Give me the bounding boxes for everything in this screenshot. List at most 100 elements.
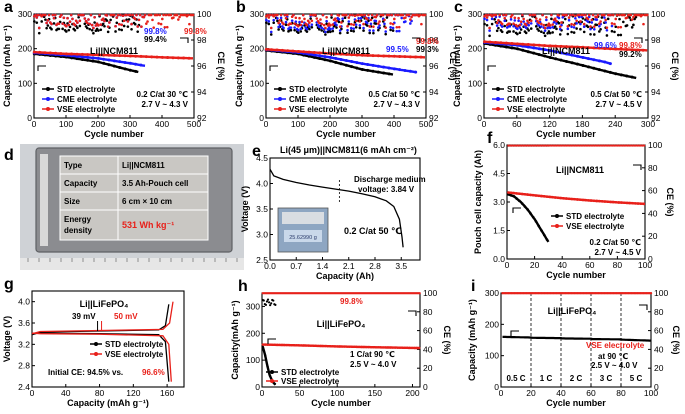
capacity-point <box>597 68 601 72</box>
ce-point <box>298 20 301 24</box>
ce-point <box>305 30 309 33</box>
x-tick-label: 0 <box>482 119 487 129</box>
ce-point <box>45 21 48 25</box>
capacity-point <box>80 55 84 59</box>
capacity-point <box>96 60 100 64</box>
rate-label: 0.5 C <box>506 374 525 383</box>
capacity-line-std <box>261 346 277 386</box>
ce-point <box>574 17 577 20</box>
x-tick-label: 20 <box>526 388 536 398</box>
capacity-point <box>344 59 348 63</box>
capacity-point <box>625 74 629 78</box>
legend-entry: STD electrolyte <box>57 85 116 94</box>
ce-point <box>351 13 354 17</box>
capacity-point <box>556 196 560 200</box>
capacity-point <box>575 62 579 66</box>
capacity-point <box>339 62 343 66</box>
ce-point <box>490 22 494 26</box>
x-tick-label: 500 <box>419 119 433 129</box>
ce-point <box>131 13 135 17</box>
ce-point <box>165 25 169 29</box>
ce-point <box>276 17 279 20</box>
ce-point <box>65 30 68 33</box>
y2-axis-label: CE (%) <box>665 188 675 217</box>
capacity-point <box>355 61 359 65</box>
ce-point <box>99 23 103 26</box>
ce-point <box>493 18 496 21</box>
annotation: voltage: 3.84 V <box>358 185 415 194</box>
capacity-point <box>642 202 645 206</box>
capacity-point <box>408 69 412 73</box>
capacity-point <box>107 58 111 62</box>
ce-point <box>331 27 335 30</box>
capacity-point <box>328 55 332 59</box>
ce-point <box>545 15 548 19</box>
ce-point <box>69 13 73 17</box>
y-tick-label: 3.5 <box>256 204 268 214</box>
ce-point <box>317 21 321 25</box>
ce-point <box>62 16 66 20</box>
ce-point <box>394 13 397 17</box>
capacity-point <box>526 208 529 211</box>
ce-point <box>623 144 626 147</box>
y2-tick-label: 20 <box>423 363 433 373</box>
capacity-point <box>91 56 95 60</box>
capacity-point <box>603 200 607 203</box>
x-tick-label: 200 <box>323 119 337 129</box>
ce-point <box>572 26 576 29</box>
rate-label: 1 C <box>540 374 553 383</box>
ce-point <box>85 21 89 25</box>
capacity-point <box>587 199 590 202</box>
legend-marker <box>46 97 50 101</box>
x-tick-label: 0 <box>32 119 37 129</box>
annotation: Discharge medium <box>354 175 426 184</box>
ce-point <box>277 28 280 31</box>
ce-point <box>117 28 121 31</box>
capacity-point <box>312 53 316 57</box>
panel-letter-f: f <box>487 130 493 147</box>
legend-entry: CME electrolyte <box>507 95 568 104</box>
capacity-point <box>302 50 306 54</box>
ce-point <box>517 19 520 23</box>
capacity-point <box>623 201 626 205</box>
capacity-point <box>608 70 612 74</box>
ce-point <box>618 13 621 17</box>
ce-point <box>558 27 562 31</box>
ce-point <box>338 31 342 35</box>
ce-point <box>98 13 101 17</box>
axis-pointer-arrow <box>180 37 189 43</box>
ce-point <box>120 23 124 27</box>
x-axis-label: Cycle number <box>546 270 606 280</box>
ce-point <box>354 23 358 26</box>
panel-title: Li||LiFePO₄ <box>548 306 597 316</box>
ce-point <box>50 27 53 31</box>
capacity-point <box>302 344 305 347</box>
ce-point <box>575 22 578 25</box>
capacity-point <box>540 194 543 198</box>
ce-point <box>374 19 378 23</box>
capacity-point <box>387 72 391 76</box>
ce-point <box>628 144 631 147</box>
ce-point <box>550 144 553 147</box>
ce-point <box>136 30 140 33</box>
capacity-point <box>565 197 568 200</box>
ce-point <box>377 26 380 29</box>
ce-point <box>400 16 404 20</box>
ce-point <box>518 144 522 147</box>
y2-tick-label: 80 <box>654 307 664 317</box>
ce-point <box>516 24 519 28</box>
capacity-point <box>606 200 610 204</box>
ce-point <box>593 33 596 36</box>
capacity-point <box>339 52 343 56</box>
ce-point <box>565 144 568 147</box>
ce-point <box>121 14 125 18</box>
y2-tick-label: 98 <box>429 35 439 45</box>
capacity-point <box>554 196 557 199</box>
ce-point <box>35 21 39 24</box>
ce-point <box>548 24 552 27</box>
capacity-point <box>102 57 106 61</box>
capacity-point <box>408 55 412 59</box>
capacity-point <box>398 54 402 58</box>
ce-point <box>115 21 119 25</box>
ce-point <box>553 25 557 28</box>
